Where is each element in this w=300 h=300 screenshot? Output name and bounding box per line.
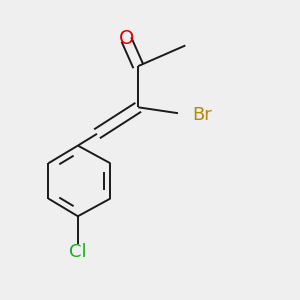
Text: Br: Br <box>193 106 212 124</box>
Text: Cl: Cl <box>69 243 87 261</box>
Text: O: O <box>119 28 134 48</box>
